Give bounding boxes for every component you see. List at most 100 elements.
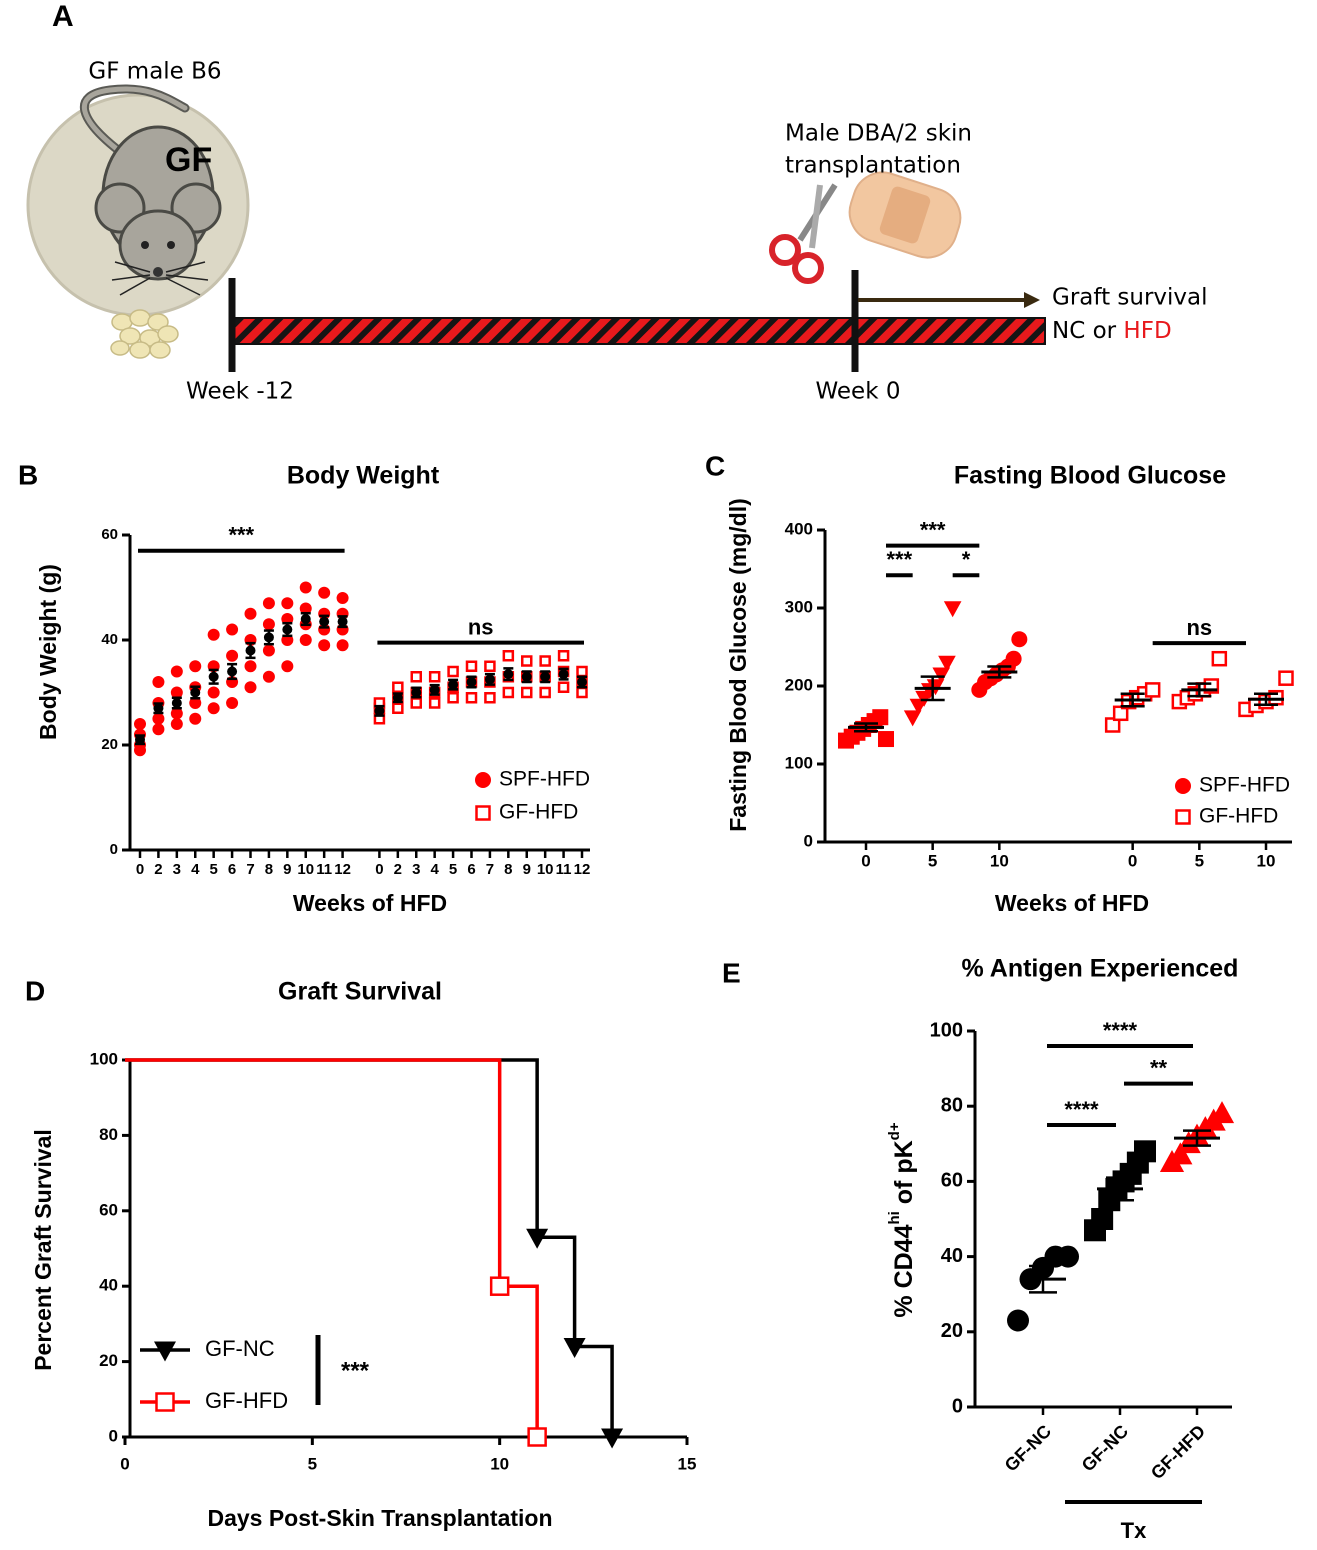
data-point [1104,717,1121,733]
chart-title: % Antigen Experienced [962,955,1239,983]
y-tick-label: 20 [99,1351,118,1370]
legend-marker [1175,809,1191,825]
graft-label: Male DBA/2 skin [785,121,972,147]
y-tick-label: 60 [941,1170,963,1192]
mean-point [282,624,293,635]
y-tick-label: 400 [785,519,813,538]
y-tick-label: 80 [99,1125,118,1144]
data-point [170,686,183,699]
mean-point [319,616,330,627]
significance-label: **** [1103,1018,1138,1043]
data-point [262,597,275,610]
graft-label: transplantation [785,153,961,179]
mean-point [558,669,569,680]
arrowhead [1024,292,1040,308]
data-point [557,650,570,662]
legend-label: GF-HFD [499,801,578,824]
data-point [1091,1208,1114,1230]
legend-label: SPF-HFD [1199,774,1290,797]
data-point [576,665,588,678]
y-axis-label-part: hi [886,1211,903,1224]
data-point [539,686,551,699]
mean-point [300,614,311,624]
data-point [299,634,312,646]
x-tick-label: 7 [246,861,254,878]
data-point [1134,1140,1156,1163]
x-axis-label: Weeks of HFD [995,890,1149,916]
data-point [244,607,257,620]
mean-point [429,684,440,695]
data-point [318,586,331,599]
legend-label: SPF-HFD [499,768,590,791]
significance-label: **** [1064,1097,1099,1122]
event-marker [563,1338,586,1359]
y-tick-label: 0 [952,1395,963,1417]
y-axis-label-part: % CD44 [890,1224,918,1317]
y-tick-label: 40 [99,1276,118,1295]
x-tick-label: 8 [504,861,512,878]
legend-label: GF-HFD [1199,805,1278,828]
data-point [903,710,922,727]
outcome-label: Graft survival [1052,285,1208,311]
data-point [336,592,349,604]
diet-prefix: NC or [1052,318,1123,344]
data-point [1211,650,1228,667]
y-axis-label: Body Weight (g) [35,564,61,740]
x-tick-label: 0 [136,861,144,878]
data-point [226,697,239,709]
x-tick-label: 5 [449,861,457,878]
y-tick-label: 200 [785,675,813,694]
data-point [189,712,202,725]
data-point [392,681,404,693]
x-tick-label: 7 [486,861,494,878]
data-point [1168,1142,1193,1165]
diet-pellets [110,309,179,359]
x-axis-label: Weeks of HFD [293,890,447,916]
y-tick-label: 60 [101,526,118,543]
diet-label: NC or HFD [1052,318,1172,344]
x-tick-label: 10 [1257,851,1276,870]
legend-label: GF-NC [205,1336,275,1361]
chart-title: Graft Survival [278,978,442,1006]
legend-marker [155,1392,175,1412]
x-tick-label: 5 [1195,851,1204,870]
mean-point [227,666,238,677]
x-tick-label: 12 [334,861,351,878]
data-point [207,686,220,699]
mean-point [245,645,256,656]
mean-point [411,687,422,698]
data-point [244,681,257,694]
data-point [1011,631,1028,648]
mean-point [577,677,587,687]
x-tick-label: 6 [467,861,475,878]
significance-label: ns [1186,615,1212,640]
x-tick-label: 2 [394,861,402,878]
y-axis-label: Fasting Blood Glucose (mg/dl) [725,498,751,832]
x-tick-label: 0 [120,1454,129,1473]
data-point [428,697,441,709]
x-tick-label: 11 [316,861,332,878]
diet-timeline [231,317,1046,345]
data-point [152,712,165,725]
y-tick-label: 20 [101,736,118,753]
x-tick-label: 11 [556,861,572,878]
data-point [189,697,202,709]
x-axis-label: Days Post-Skin Transplantation [207,1505,552,1531]
y-tick-label: 100 [930,1019,963,1041]
data-point [336,639,349,652]
event-marker [489,1276,510,1296]
data-point [872,709,889,726]
legend-marker [475,805,491,821]
mean-point [448,679,459,690]
data-point [281,597,294,610]
y-tick-label: 100 [785,753,813,772]
data-point [1278,670,1294,686]
survival-line [125,1058,614,1437]
x-tick-label: 9 [283,861,291,878]
data-point [484,692,496,704]
y-tick-label: 300 [785,597,813,616]
y-axis-label-part: of pK [890,1140,918,1211]
x-tick-label: GF-NC [1001,1421,1055,1475]
mean-point [392,692,403,703]
data-point [1007,1309,1029,1332]
